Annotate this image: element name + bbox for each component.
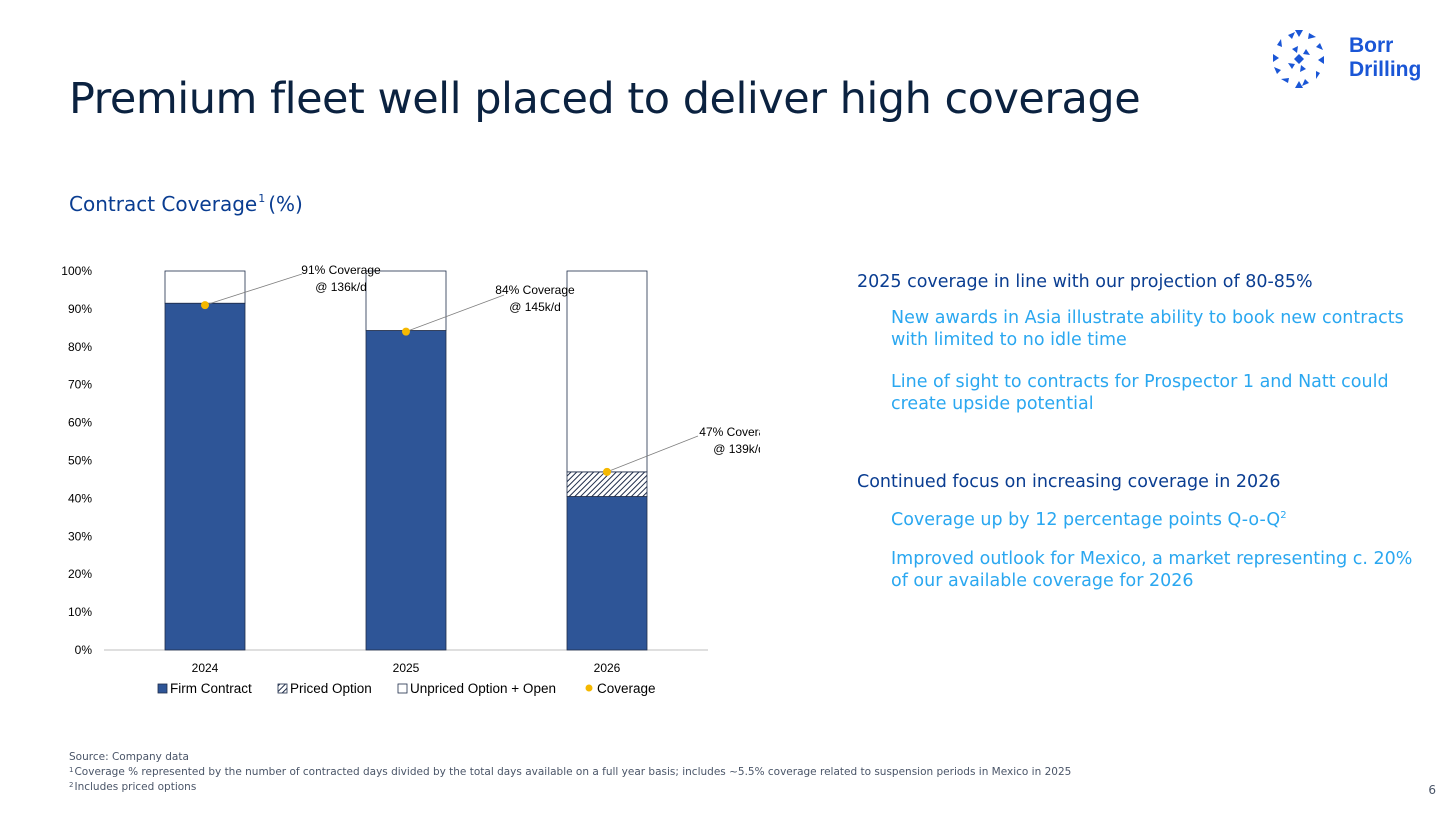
coverage-label-line-1: 84% Coverage bbox=[495, 283, 575, 297]
y-tick-label: 30% bbox=[68, 529, 92, 543]
bar-segment bbox=[566, 471, 648, 497]
slide-title: Premium fleet well placed to deliver hig… bbox=[69, 74, 1141, 124]
y-tick-label: 10% bbox=[68, 605, 92, 619]
coverage-point bbox=[402, 327, 410, 336]
coverage-label-line-1: 47% Coverage bbox=[699, 425, 760, 439]
bar-segment bbox=[365, 330, 447, 651]
footnote-2-text: Includes priced options bbox=[74, 781, 197, 793]
key-points: 2025 coverage in line with our projectio… bbox=[857, 272, 1417, 592]
legend-label: Firm Contract bbox=[170, 681, 252, 696]
bar-segment bbox=[164, 270, 246, 304]
logo-line-2: Drilling bbox=[1349, 58, 1422, 81]
y-tick-label: 0% bbox=[75, 643, 93, 657]
legend-label: Unpriced Option + Open bbox=[410, 681, 556, 696]
legend-swatch bbox=[585, 684, 593, 692]
y-tick-label: 40% bbox=[68, 491, 92, 505]
footnotes: Source: Company data 1Coverage % represe… bbox=[69, 751, 1071, 794]
y-tick-label: 70% bbox=[68, 378, 92, 392]
point-item-4: Improved outlook for Mexico, a market re… bbox=[891, 549, 1413, 591]
coverage-point bbox=[201, 301, 209, 310]
contract-coverage-chart: 0% 10% 20% 30% 40% 50% 60% 70% 80% 90% 100% 2024 202… bbox=[61, 263, 760, 696]
chart-heading-text: Contract Coverage bbox=[69, 192, 258, 216]
point-headline-2: Continued focus on increasing coverage i… bbox=[857, 472, 1281, 492]
coverage-label-line-2: @ 139k/d bbox=[713, 442, 760, 456]
y-tick-label: 50% bbox=[68, 454, 92, 468]
legend-swatch bbox=[397, 683, 408, 694]
footnote-1: 1Coverage % represented by the number of… bbox=[69, 764, 1071, 779]
legend-label: Coverage bbox=[597, 681, 656, 696]
legend-swatch bbox=[277, 683, 288, 694]
logo-line-1: Borr bbox=[1349, 34, 1394, 57]
coverage-leader-line bbox=[405, 294, 505, 333]
company-logo: Borr Drilling bbox=[1268, 28, 1448, 92]
chart-heading: Contract Coverage1 (%) bbox=[69, 192, 303, 216]
coverage-label-line-1: 91% Coverage bbox=[301, 263, 381, 277]
y-tick-label: 80% bbox=[68, 340, 92, 354]
footnote-2: 2Includes priced options bbox=[69, 779, 1071, 794]
coverage-point bbox=[603, 467, 611, 476]
y-tick-label: 20% bbox=[68, 567, 92, 581]
legend-label: Priced Option bbox=[290, 681, 372, 696]
footnote-source: Source: Company data bbox=[69, 751, 189, 763]
coverage-label-line-2: @ 145k/d bbox=[509, 300, 561, 314]
x-tick-label: 2026 bbox=[594, 661, 621, 675]
y-tick-label: 60% bbox=[68, 416, 92, 430]
logo-wordmark: Borr Drilling bbox=[1349, 34, 1421, 82]
legend-swatch bbox=[157, 683, 168, 694]
point-item-3-footnote-ref: 2 bbox=[1280, 510, 1287, 521]
footnote-1-marker: 1 bbox=[69, 766, 74, 774]
footnote-2-marker: 2 bbox=[69, 781, 74, 789]
page-number: 6 bbox=[1428, 783, 1436, 797]
bar-segment bbox=[566, 270, 648, 473]
x-tick-label: 2024 bbox=[192, 661, 219, 675]
coverage-leader-line bbox=[204, 273, 303, 306]
point-item-1: New awards in Asia illustrate ability to… bbox=[891, 308, 1404, 350]
coverage-label-line-2: @ 136k/d bbox=[315, 280, 367, 294]
chart-heading-footnote-ref: 1 bbox=[258, 192, 266, 205]
bar-segment bbox=[164, 302, 246, 651]
point-item-2: Line of sight to contracts for Prospecto… bbox=[891, 372, 1389, 414]
y-tick-label: 90% bbox=[68, 302, 92, 316]
borr-drilling-logo-icon bbox=[1273, 30, 1324, 88]
y-tick-label: 100% bbox=[61, 264, 92, 278]
bar-segment bbox=[566, 496, 648, 651]
point-item-3: Coverage up by 12 percentage points Q-o-… bbox=[891, 505, 1417, 531]
coverage-leader-line bbox=[606, 435, 699, 473]
footnote-1-text: Coverage % represented by the number of … bbox=[74, 766, 1072, 778]
chart-heading-suffix: (%) bbox=[268, 192, 303, 216]
point-headline-1: 2025 coverage in line with our projectio… bbox=[857, 272, 1313, 292]
point-item-3-text: Coverage up by 12 percentage points Q-o-… bbox=[891, 510, 1281, 530]
x-tick-label: 2025 bbox=[393, 661, 420, 675]
